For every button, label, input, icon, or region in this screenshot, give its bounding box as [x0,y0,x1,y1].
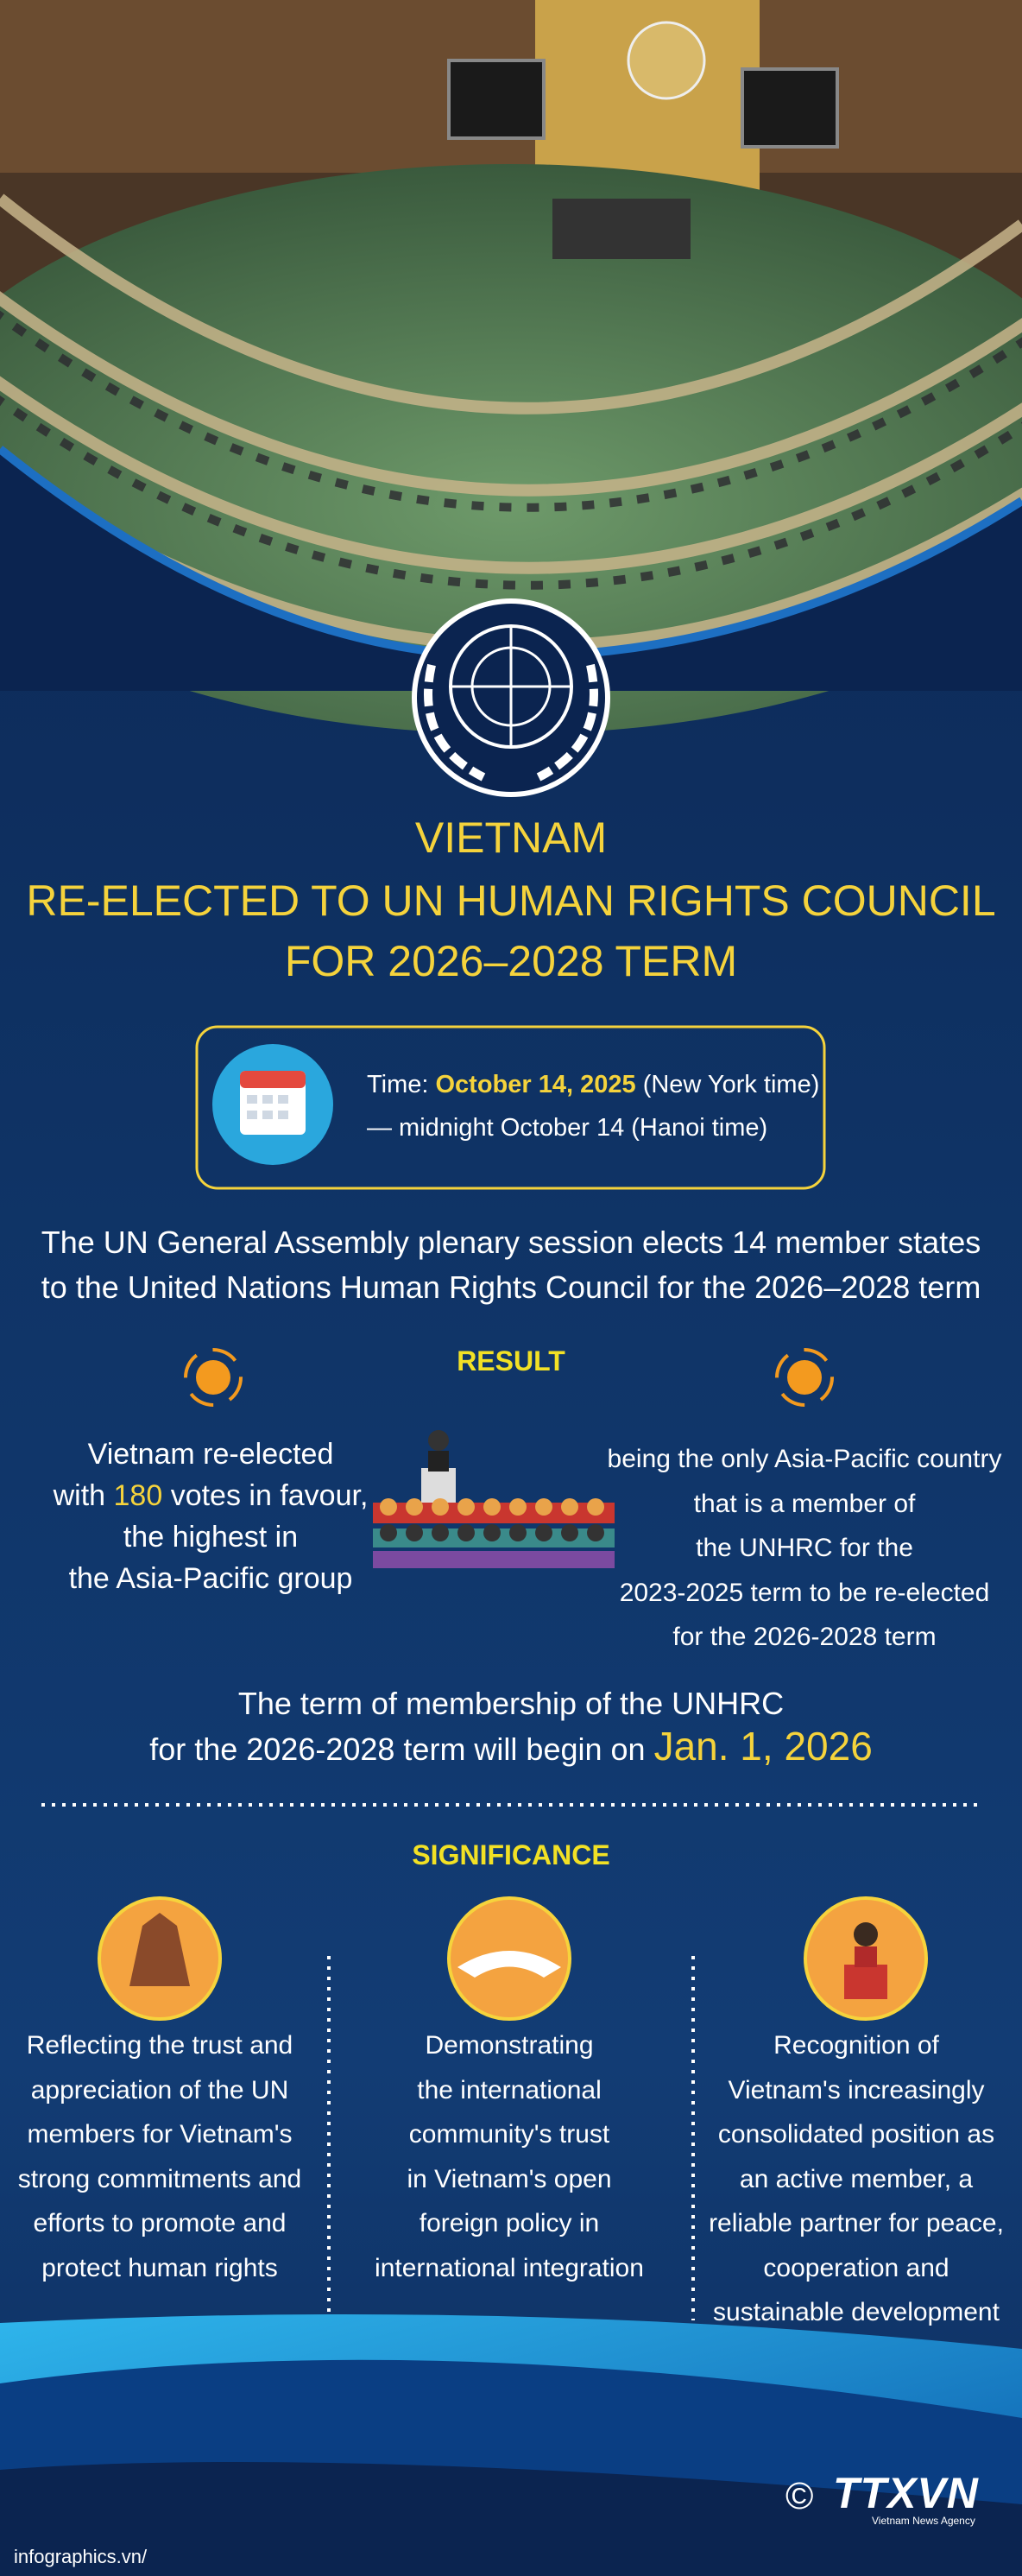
text-line: members for Vietnam's [27,2120,293,2149]
text-line: with 180 votes in favour, [12,1475,409,1516]
source: infographics.vn/ [14,2546,148,2567]
result-left: Vietnam re-elected with 180 votes in fav… [12,1434,409,1599]
text-line: cooperation and [763,2253,949,2282]
text-line: Vietnam's increasingly [728,2075,985,2104]
title-line: VIETNAM [414,813,608,862]
significance-item: Reflecting the trust and appreciation of … [0,2023,324,2290]
text-line: in Vietnam's open [407,2164,612,2193]
title-line: FOR 2026–2028 TERM [284,937,738,985]
title-line: RE-ELECTED TO UN HUMAN RIGHTS COUNCIL [26,877,996,925]
term-line: The term of membership of the UNHRC [237,1686,785,1721]
text-line: appreciation of the UN [30,2075,289,2104]
text-line: Reflecting the trust and [26,2031,293,2060]
text-line: the UNHRC for the [696,1534,913,1562]
significance-item: Demonstrating the international community'… [345,2023,673,2290]
text-line: efforts to promote and [33,2209,287,2237]
votes: 180 [113,1479,163,1512]
text-line: Vietnam re-elected [87,1438,334,1471]
intro-line: The UN General Assembly plenary session … [41,1225,981,1260]
text-line: that is a member of [693,1489,916,1518]
text-line: reliable partner for peace, [709,2209,1004,2237]
text-line: strong commitments and [17,2164,302,2193]
significance-item: Recognition of Vietnam's increasingly cons… [692,2023,1020,2335]
significance-heading: SIGNIFICANCE [412,1839,610,1870]
time-hanoi: — midnight October 14 (Hanoi time) [367,1114,768,1142]
time-line: Time: October 14, 2025 (New York time) [367,1071,819,1099]
result-right: being the only Asia-Pacific country that … [589,1437,1020,1660]
time-zone: (New York time) [642,1071,820,1098]
text-line: being the only Asia-Pacific country [607,1445,1002,1473]
result-heading: RESULT [457,1345,565,1377]
text: for the 2026-2028 term will begin on [149,1731,646,1767]
text-line: the highest in [123,1521,299,1554]
term-date: Jan. 1, 2026 [653,1724,873,1769]
time-label: Time: [367,1071,429,1098]
text-line: foreign policy in [419,2209,600,2237]
time-date: October 14, 2025 [435,1071,636,1098]
text-line: 2023-2025 term to be re-elected [619,1578,990,1607]
text-line: an active member, a [739,2164,974,2193]
text-line: protect human rights [41,2253,278,2282]
term-line: for the 2026-2028 term will begin on Jan… [0,1723,1022,1769]
text-line: consolidated position as [717,2120,995,2149]
text-line: for the 2026-2028 term [672,1623,937,1651]
text-line: Recognition of [773,2031,939,2060]
text-line: the Asia-Pacific group [68,1562,353,1595]
agency: Vietnam News Agency [872,2515,975,2527]
brand: TTXVN [833,2469,979,2517]
copyright: © [785,2475,814,2517]
text: with [53,1479,106,1512]
text-line: community's trust [408,2120,610,2149]
intro-line: to the United Nations Human Rights Counc… [41,1269,981,1305]
text: votes in favour, [170,1479,369,1512]
text-line: the international [417,2075,602,2104]
text-line: international integration [375,2253,644,2282]
text-line: Demonstrating [425,2031,594,2060]
text-line: sustainable development [713,2298,1000,2326]
